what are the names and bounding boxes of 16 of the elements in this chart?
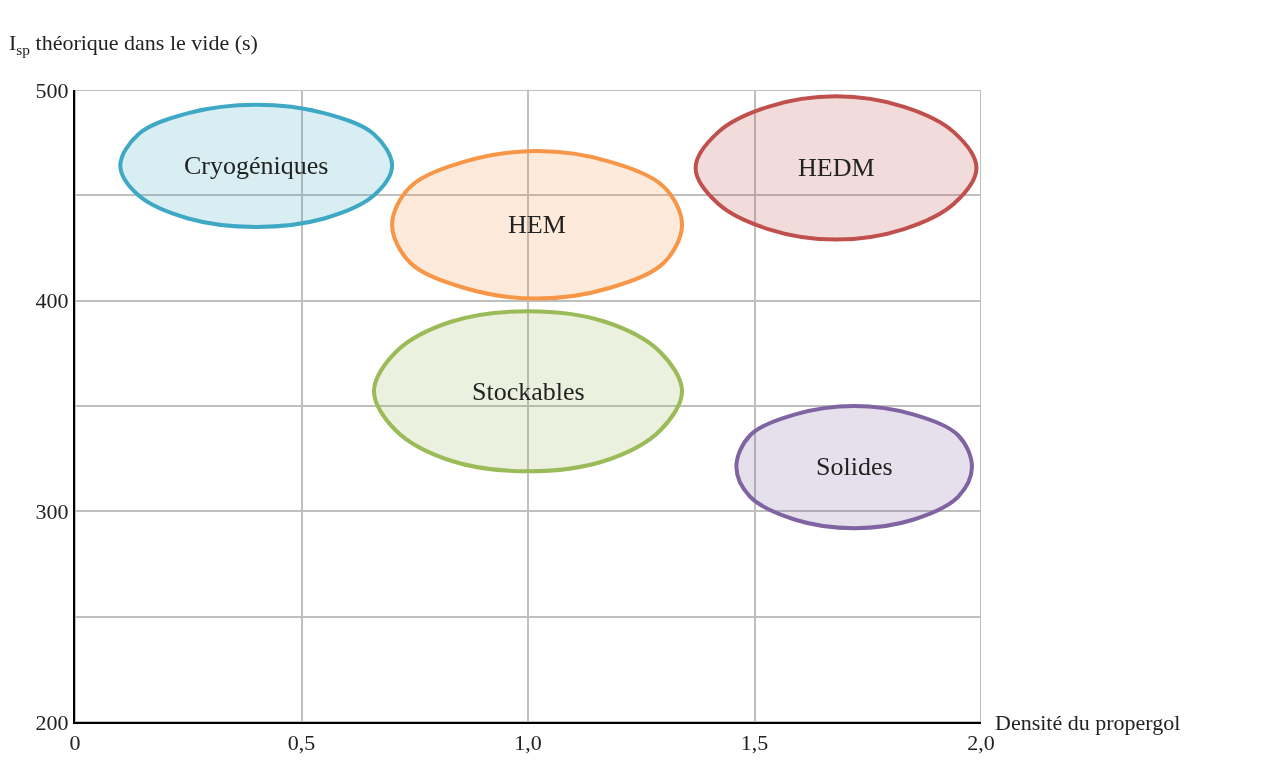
x-tick-label: 1,0 xyxy=(514,730,542,756)
x-tick-label: 1,5 xyxy=(740,730,769,756)
x-axis-title: Densité du propergol xyxy=(995,710,1181,735)
series-label: HEDM xyxy=(798,153,875,182)
series-label: Stockables xyxy=(472,377,585,406)
series-label: HEM xyxy=(508,210,566,239)
series-label: Cryogéniques xyxy=(184,151,329,180)
y-axis-title: I$_{sp}$ théorique dans le vide (s) xyxy=(9,30,258,58)
y-tick-label: 200 xyxy=(35,709,69,735)
x-tick-label: 0 xyxy=(69,730,81,756)
x-tick-label: 0,5 xyxy=(287,730,316,756)
y-tick-label: 300 xyxy=(35,499,69,525)
y-tick-label: 400 xyxy=(35,288,69,314)
series-label: Solides xyxy=(816,452,893,481)
y-tick-label: 500 xyxy=(35,77,69,103)
x-tick-label: 2,0 xyxy=(967,730,995,756)
